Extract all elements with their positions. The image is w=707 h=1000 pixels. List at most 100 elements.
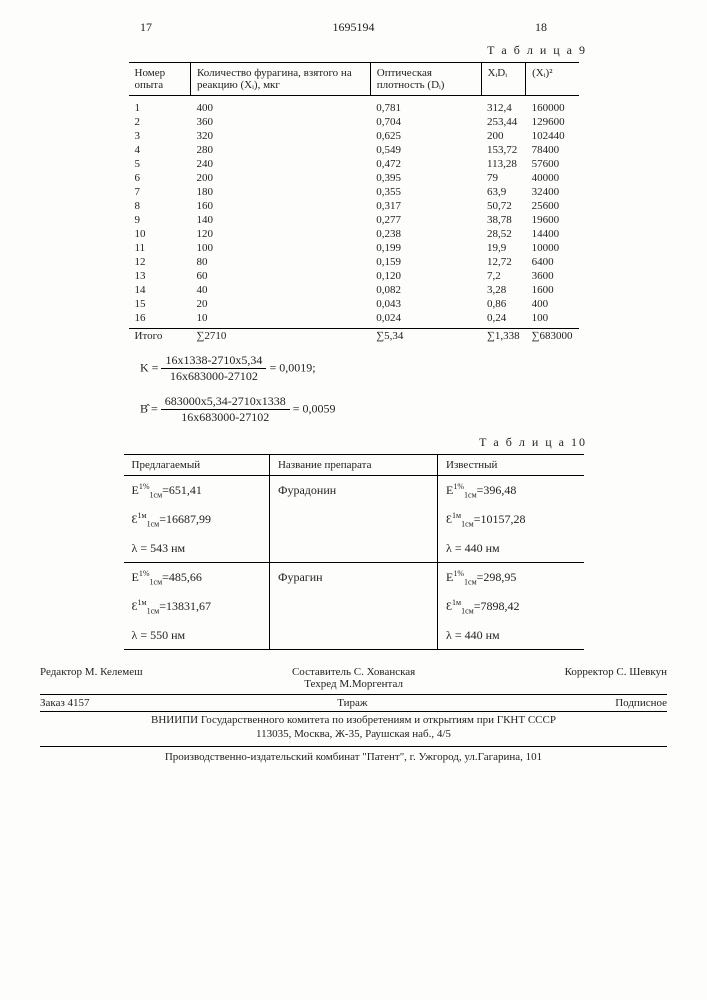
t10-h2: Название препарата: [269, 455, 437, 476]
t9-cell: 3600: [526, 269, 579, 283]
t9-cell: 0,355: [370, 185, 481, 199]
t9-cell: 7: [129, 185, 191, 199]
t9-cell: 0,043: [370, 297, 481, 311]
t9-cell: 360: [191, 115, 371, 129]
t9-cell: 3,28: [481, 283, 526, 297]
t9-cell: 6400: [526, 255, 579, 269]
publisher-line: Производственно-издательский комбинат "П…: [40, 746, 667, 763]
order-line: Заказ 4157 Тираж Подписное: [40, 695, 667, 712]
t9-cell: 79: [481, 171, 526, 185]
t9-cell: 80: [191, 255, 371, 269]
t10-h1: Предлагаемый: [124, 455, 270, 476]
t9-cell: 25600: [526, 199, 579, 213]
t9-total-label: Итого: [129, 329, 191, 344]
t9-cell: 13: [129, 269, 191, 283]
t9-cell: 400: [191, 96, 371, 116]
t9-total-x: ∑2710: [191, 329, 371, 344]
t9-cell: 14400: [526, 227, 579, 241]
t9-cell: 129600: [526, 115, 579, 129]
t9-cell: 12: [129, 255, 191, 269]
t9-cell: 0,277: [370, 213, 481, 227]
t9-cell: 9: [129, 213, 191, 227]
t9-cell: 0,120: [370, 269, 481, 283]
patent-number: 1695194: [333, 20, 375, 35]
t9-cell: 100: [526, 311, 579, 329]
t9-cell: 6: [129, 171, 191, 185]
t9-cell: 50,72: [481, 199, 526, 213]
t9-cell: 60: [191, 269, 371, 283]
t9-cell: 28,52: [481, 227, 526, 241]
t9-cell: 0,024: [370, 311, 481, 329]
t10-r5c: Ɛ1м1см=7898,42: [438, 592, 584, 621]
credits-row: Редактор М. Келемеш Составитель С. Хован…: [40, 666, 667, 695]
t9-cell: 320: [191, 129, 371, 143]
t9-cell: 3: [129, 129, 191, 143]
t9-cell: 0,082: [370, 283, 481, 297]
institute-line1: ВНИИПИ Государственного комитета по изоб…: [40, 714, 667, 726]
table10-caption: Т а б л и ц а 10: [40, 435, 667, 450]
t9-cell: 10000: [526, 241, 579, 255]
page-left: 17: [140, 20, 152, 35]
table-10: Предлагаемый Название препарата Известны…: [124, 454, 584, 650]
corrector: Корректор С. Шевкун: [565, 666, 667, 690]
t9-cell: 0,317: [370, 199, 481, 213]
t10-r3a: λ = 543 нм: [124, 535, 270, 563]
t9-cell: 0,395: [370, 171, 481, 185]
t9-cell: 11: [129, 241, 191, 255]
t9-cell: 160: [191, 199, 371, 213]
t10-r6a: λ = 550 нм: [124, 622, 270, 650]
t9-cell: 113,28: [481, 157, 526, 171]
t9-cell: 20: [191, 297, 371, 311]
t9-total-xd: ∑1,338: [481, 329, 526, 344]
t9-cell: 63,9: [481, 185, 526, 199]
t9-cell: 0,159: [370, 255, 481, 269]
table9-caption: Т а б л и ц а 9: [40, 43, 667, 58]
t9-cell: 0,199: [370, 241, 481, 255]
t10-r6c: λ = 440 нм: [438, 622, 584, 650]
t10-r4a: E1%1см=485,66: [124, 562, 270, 592]
t9-cell: 0,24: [481, 311, 526, 329]
t9-cell: 140: [191, 213, 371, 227]
t9-cell: 19,9: [481, 241, 526, 255]
t10-r2c: Ɛ1м1см=10157,28: [438, 505, 584, 534]
t10-r2a: Ɛ1м1см=16687,99: [124, 505, 270, 534]
t10-h3: Известный: [438, 455, 584, 476]
editor: Редактор М. Келемеш: [40, 666, 143, 690]
t9-cell: 1: [129, 96, 191, 116]
t9-cell: 0,625: [370, 129, 481, 143]
t9-cell: 100: [191, 241, 371, 255]
t9-cell: 7,2: [481, 269, 526, 283]
t10-r1a: E1%1см=651,41: [124, 476, 270, 506]
t10-r1c: E1%1см=396,48: [438, 476, 584, 506]
t9-cell: 10: [129, 227, 191, 241]
t9-cell: 240: [191, 157, 371, 171]
t9-cell: 2: [129, 115, 191, 129]
t9-cell: 0,238: [370, 227, 481, 241]
zakaz: Заказ 4157: [40, 697, 90, 709]
t9-cell: 312,4: [481, 96, 526, 116]
t9-cell: 57600: [526, 157, 579, 171]
techred: Техред М.Моргентал: [292, 678, 415, 690]
t9-cell: 14: [129, 283, 191, 297]
t9-cell: 120: [191, 227, 371, 241]
t9-cell: 0,549: [370, 143, 481, 157]
t9-cell: 0,704: [370, 115, 481, 129]
t9-cell: 253,44: [481, 115, 526, 129]
institute-line2: 113035, Москва, Ж-35, Раушская наб., 4/5: [40, 728, 667, 740]
t9-cell: 10: [191, 311, 371, 329]
t9-h3: Оптическая плотность (Dᵢ): [370, 63, 481, 96]
t9-cell: 19600: [526, 213, 579, 227]
t9-cell: 32400: [526, 185, 579, 199]
t9-h4: XᵢDᵢ: [481, 63, 526, 96]
podpisnoe: Подписное: [615, 697, 667, 709]
t9-cell: 16: [129, 311, 191, 329]
tirazh: Тираж: [337, 697, 367, 709]
t9-cell: 160000: [526, 96, 579, 116]
t10-r4c: E1%1см=298,95: [438, 562, 584, 592]
t9-cell: 200: [191, 171, 371, 185]
t9-cell: 0,472: [370, 157, 481, 171]
t9-cell: 38,78: [481, 213, 526, 227]
t9-cell: 200: [481, 129, 526, 143]
table-9: Номер опыта Количество фурагина, взятого…: [129, 62, 579, 343]
t9-cell: 153,72: [481, 143, 526, 157]
